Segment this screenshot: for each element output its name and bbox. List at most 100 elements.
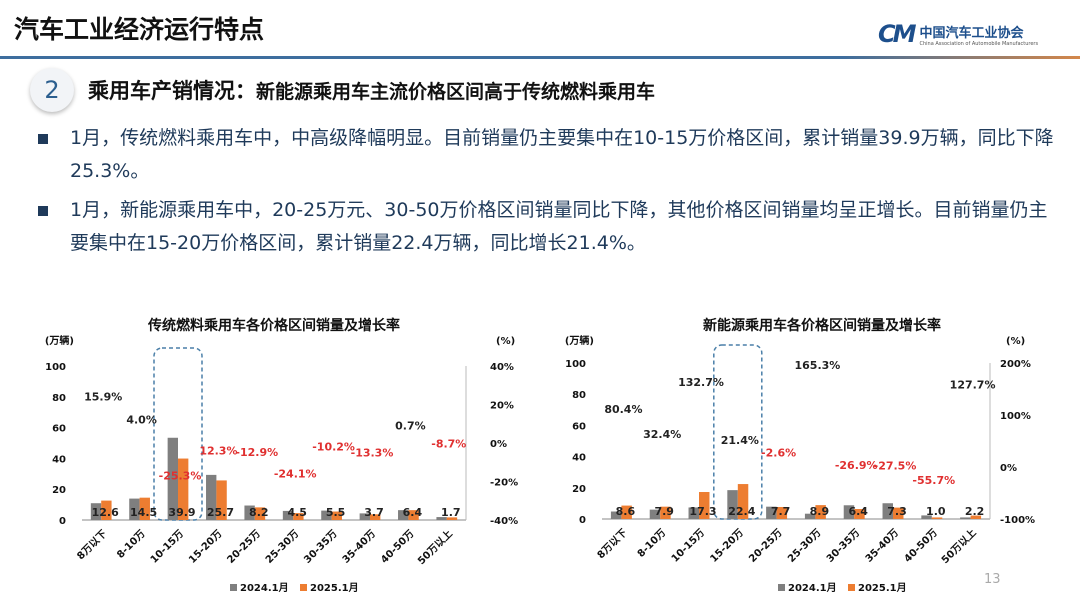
y-tick-label: 0 <box>579 515 586 526</box>
highlight-box <box>153 347 203 521</box>
bar-2024 <box>129 498 140 520</box>
bullet-item: 1月，传统燃料乘用车中，中高级降幅明显。目前销量仍主要集中在10-15万价格区间… <box>38 122 1058 188</box>
value-label: 2.2 <box>965 505 985 518</box>
growth-label: -13.3% <box>351 447 394 460</box>
bar-2024 <box>359 513 370 520</box>
value-label: 3.7 <box>364 506 384 519</box>
value-label: 8.2 <box>249 506 269 519</box>
legend-label: 2024.1月 <box>788 582 837 594</box>
y-tick-label: 80 <box>52 393 66 404</box>
section-title: 乘用车产销情况： <box>88 79 256 103</box>
bar-2024 <box>206 474 217 520</box>
x-tick-label: 20-25万 <box>225 528 263 566</box>
y-tick-label: 20 <box>572 484 586 495</box>
bar-2025 <box>101 500 112 520</box>
bar-2024 <box>843 505 855 519</box>
bar-2025 <box>776 506 788 519</box>
growth-label: 0.7% <box>395 420 426 433</box>
section-subtitle: 新能源乘用车主流价格区间高于传统燃料乘用车 <box>256 80 656 103</box>
y-tick-label: 60 <box>572 421 586 432</box>
y-tick-label: 0 <box>59 516 66 527</box>
y-tick-label: 40 <box>52 454 66 465</box>
growth-label: 80.4% <box>604 403 642 416</box>
x-tick-label: 30-35万 <box>302 528 340 566</box>
x-tick-label: 8万以下 <box>75 528 110 563</box>
value-label: 6.4 <box>848 505 868 518</box>
x-tick-label: 10-15万 <box>148 528 186 566</box>
y2-tick-label: -20% <box>490 478 518 489</box>
value-label: 6.4 <box>403 506 423 519</box>
bar-2024 <box>167 437 178 520</box>
value-label: 25.7 <box>207 506 234 519</box>
x-tick-label: 8-10万 <box>635 527 668 560</box>
growth-label: -10.2% <box>312 441 355 454</box>
value-label: 1.0 <box>926 505 946 518</box>
y2-axis-label: (%) <box>496 336 515 347</box>
value-label: 22.4 <box>728 505 755 518</box>
growth-label: 127.7% <box>950 379 996 392</box>
growth-label: 132.7% <box>678 376 724 389</box>
value-label: 8.6 <box>616 505 636 518</box>
y-tick-label: 80 <box>572 390 586 401</box>
growth-label: 165.3% <box>794 359 840 372</box>
value-label: 7.9 <box>654 505 674 518</box>
legend-swatch <box>848 584 855 591</box>
growth-label: 32.4% <box>643 428 681 441</box>
y-tick-label: 100 <box>565 359 586 370</box>
bullet-text: 1月，传统燃料乘用车中，中高级降幅明显。目前销量仍主要集中在10-15万价格区间… <box>70 127 1054 182</box>
page-title: 汽车工业经济运行特点 <box>14 15 265 44</box>
x-tick-label: 40-50万 <box>378 528 416 566</box>
growth-label: 12.3% <box>199 445 237 458</box>
chart-title: 传统燃料乘用车各价格区间销量及增长率 <box>147 317 400 334</box>
y2-tick-label: -40% <box>490 516 518 527</box>
growth-label: -8.7% <box>431 438 466 451</box>
growth-label: -25.3% <box>159 470 202 483</box>
x-tick-label: 25-30万 <box>263 528 301 566</box>
bar-2024 <box>921 515 932 519</box>
bar-2025 <box>178 458 189 520</box>
y-axis-label: (万辆) <box>45 334 74 347</box>
value-label: 39.9 <box>168 506 195 519</box>
value-label: 5.5 <box>326 506 346 519</box>
bar-2024 <box>688 507 699 519</box>
bar-2025 <box>970 515 982 519</box>
value-label: 8.9 <box>810 505 830 518</box>
y2-tick-label: 0% <box>490 439 507 450</box>
legend-swatch <box>778 584 785 591</box>
bar-2024 <box>766 506 777 519</box>
bar-2024 <box>610 511 622 519</box>
chart-title: 新能源乘用车各价格区间销量及增长率 <box>703 317 941 334</box>
bar-2025 <box>931 517 943 519</box>
bar-2025 <box>815 505 826 519</box>
y-tick-label: 20 <box>52 485 66 496</box>
bar-2025 <box>737 484 749 519</box>
bar-2024 <box>321 510 332 520</box>
y2-axis-label: (%) <box>1006 336 1025 347</box>
section-number: 2 <box>30 68 74 112</box>
value-label: 7.7 <box>771 505 791 518</box>
highlight-box <box>713 344 763 520</box>
x-tick-label: 8万以下 <box>595 527 630 562</box>
legend-swatch <box>300 584 307 591</box>
legend-label: 2025.1月 <box>858 582 907 594</box>
bar-2025 <box>660 506 671 519</box>
x-tick-label: 8-10万 <box>114 528 147 561</box>
bar-2025 <box>699 492 710 519</box>
section-heading: 2 乘用车产销情况： 新能源乘用车主流价格区间高于传统燃料乘用车 <box>30 68 655 112</box>
logo: CM 中国汽车工业协会 China Association of Automob… <box>878 20 1038 48</box>
growth-label: 21.4% <box>721 434 759 447</box>
x-tick-label: 50万以上 <box>938 526 978 566</box>
y2-tick-label: 0% <box>1000 463 1017 474</box>
bar-2025 <box>446 517 458 520</box>
bar-2025 <box>331 511 342 520</box>
bar-2024 <box>398 510 409 520</box>
y2-tick-label: 40% <box>490 362 514 373</box>
x-tick-label: 35-40万 <box>340 528 378 566</box>
bullet-item: 1月，新能源乘用车中，20-25万元、30-50万价格区间销量同比下降，其他价格… <box>38 194 1058 260</box>
growth-label: 15.9% <box>84 390 122 403</box>
logo-mark: CM <box>878 20 916 48</box>
bar-2025 <box>621 505 632 519</box>
growth-label: -55.7% <box>912 474 955 487</box>
legend-label: 2024.1月 <box>240 582 289 594</box>
